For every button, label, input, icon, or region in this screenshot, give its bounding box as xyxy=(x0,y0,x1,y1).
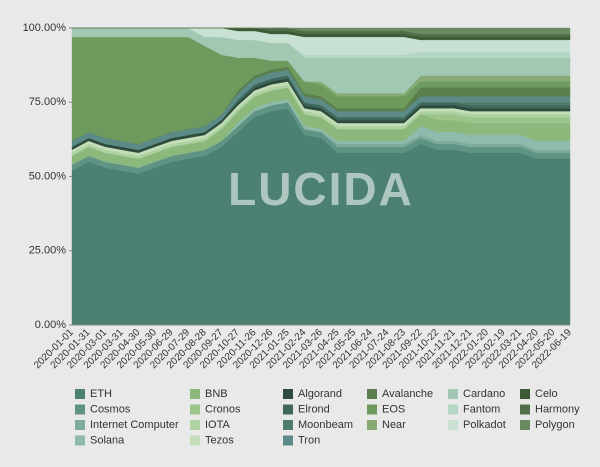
legend-swatch xyxy=(520,420,530,430)
area xyxy=(72,27,571,35)
legend-label: Polygon xyxy=(535,419,575,431)
legend-swatch xyxy=(367,420,377,430)
legend-label: Cronos xyxy=(205,403,241,415)
legend-label: IOTA xyxy=(205,419,231,431)
legend-swatch xyxy=(190,435,200,446)
legend-swatch xyxy=(283,404,293,415)
watermark: LUCIDA xyxy=(228,163,414,215)
legend-swatch xyxy=(448,404,458,415)
legend-swatch xyxy=(448,420,458,430)
legend-label: Tezos xyxy=(205,434,234,446)
legend-label: Moonbeam xyxy=(298,419,353,431)
legend-label: BNB xyxy=(205,388,228,400)
legend-swatch xyxy=(75,420,85,430)
legend-label: Near xyxy=(382,419,406,431)
y-tick-label: 100.00% xyxy=(23,22,67,34)
legend-swatch xyxy=(367,389,377,399)
legend-label: ETH xyxy=(90,388,112,400)
legend-label: Elrond xyxy=(298,403,330,415)
legend-swatch xyxy=(448,389,458,399)
y-tick-label: 50.00% xyxy=(29,170,67,182)
legend-swatch xyxy=(75,404,85,415)
legend-swatch xyxy=(283,420,293,430)
legend-swatch xyxy=(283,435,293,446)
legend-swatch xyxy=(190,389,200,399)
legend-label: Internet Computer xyxy=(90,419,179,431)
legend-label: Tron xyxy=(298,434,320,446)
y-tick-label: 25.00% xyxy=(29,245,67,257)
legend-label: Algorand xyxy=(298,388,342,400)
legend-swatch xyxy=(190,420,200,430)
legend-swatch xyxy=(283,389,293,399)
legend-swatch xyxy=(190,404,200,415)
legend-swatch xyxy=(75,435,85,446)
y-tick-label: 75.00% xyxy=(29,96,67,108)
legend-label: Polkadot xyxy=(463,419,506,431)
legend-label: Cardano xyxy=(463,388,505,400)
legend-swatch xyxy=(520,404,530,415)
legend-swatch xyxy=(75,389,85,399)
legend-label: Avalanche xyxy=(382,388,433,400)
legend-label: Harmony xyxy=(535,403,580,415)
legend-label: EOS xyxy=(382,403,405,415)
legend-swatch xyxy=(520,389,530,399)
legend-label: Fantom xyxy=(463,403,500,415)
legend-label: Celo xyxy=(535,388,558,400)
legend-label: Cosmos xyxy=(90,403,131,415)
legend-swatch xyxy=(367,404,377,415)
y-tick-label: 0.00% xyxy=(35,319,66,331)
legend-label: Solana xyxy=(90,434,125,446)
